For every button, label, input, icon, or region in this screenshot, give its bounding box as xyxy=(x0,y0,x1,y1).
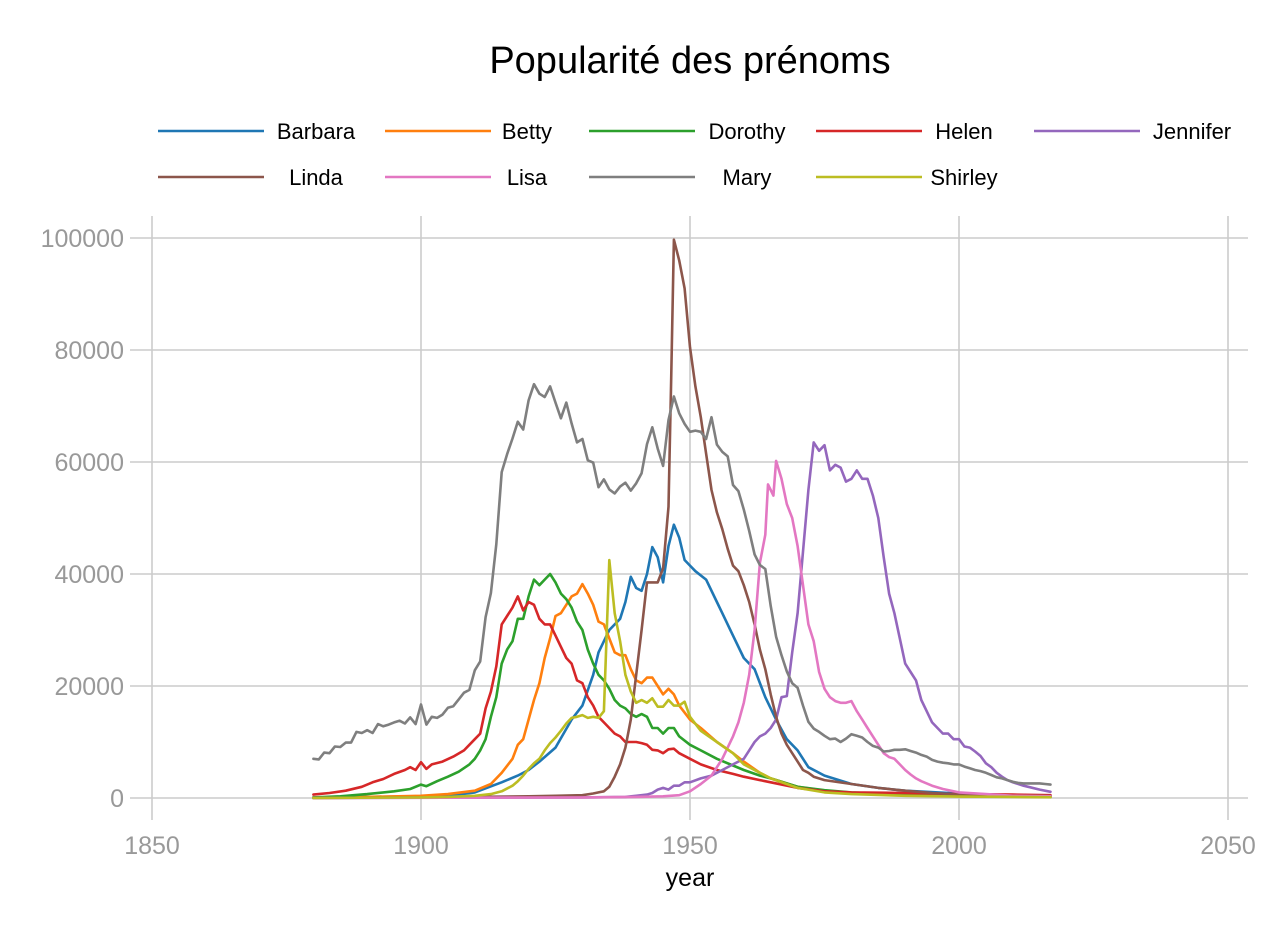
x-tick-label: 1900 xyxy=(393,832,449,860)
y-tick-label: 20000 xyxy=(54,673,124,701)
y-tick-label: 60000 xyxy=(54,449,124,477)
legend-label: Barbara xyxy=(277,119,356,144)
series-line-barbara xyxy=(312,523,1052,799)
y-tick-label: 80000 xyxy=(54,337,124,365)
legend: Barbara Betty Dorothy Helen Jennifer Linda Lis… xyxy=(158,119,1231,190)
legend-item-lisa: Lisa xyxy=(385,165,548,190)
x-axis-title: year xyxy=(666,864,715,892)
series-line-jennifer xyxy=(312,441,1052,800)
y-axis-ticks: 0 20000 40000 60000 80000 100000 xyxy=(41,225,124,813)
legend-label: Jennifer xyxy=(1153,119,1231,144)
y-tick-label: 0 xyxy=(110,785,124,813)
x-tick-label: 2050 xyxy=(1200,832,1256,860)
series-layer xyxy=(312,238,1052,800)
legend-item-linda: Linda xyxy=(158,165,344,190)
chart-title: Popularité des prénoms xyxy=(489,40,890,82)
legend-label: Dorothy xyxy=(708,119,785,144)
legend-label: Lisa xyxy=(507,165,548,190)
series-line-mary xyxy=(312,382,1052,786)
series-line-helen xyxy=(312,595,1052,797)
series-line-dorothy xyxy=(312,572,1052,799)
legend-label: Shirley xyxy=(930,165,997,190)
series-line-lisa xyxy=(312,459,1052,800)
series-line-linda xyxy=(312,238,1052,800)
legend-item-shirley: Shirley xyxy=(816,165,998,190)
legend-label: Helen xyxy=(935,119,992,144)
series-line-shirley xyxy=(312,558,1052,800)
legend-label: Mary xyxy=(723,165,772,190)
legend-item-barbara: Barbara xyxy=(158,119,356,144)
x-tick-label: 2000 xyxy=(931,832,987,860)
legend-item-mary: Mary xyxy=(589,165,771,190)
legend-item-betty: Betty xyxy=(385,119,552,144)
y-tick-label: 40000 xyxy=(54,561,124,589)
y-tick-label: 100000 xyxy=(41,225,124,253)
legend-label: Linda xyxy=(289,165,344,190)
legend-item-dorothy: Dorothy xyxy=(589,119,786,144)
x-tick-label: 1950 xyxy=(662,832,718,860)
legend-item-jennifer: Jennifer xyxy=(1034,119,1231,144)
x-axis-ticks: 1850 1900 1950 2000 2050 xyxy=(124,832,1256,860)
legend-label: Betty xyxy=(502,119,552,144)
gridlines xyxy=(130,216,1248,820)
x-tick-label: 1850 xyxy=(124,832,180,860)
legend-item-helen: Helen xyxy=(816,119,993,144)
